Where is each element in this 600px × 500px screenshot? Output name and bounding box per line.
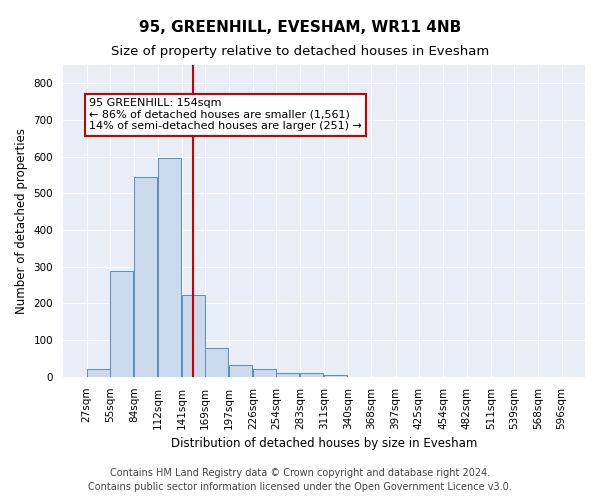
Text: Contains HM Land Registry data © Crown copyright and database right 2024.
Contai: Contains HM Land Registry data © Crown c… [88,468,512,492]
Bar [276,373,299,377]
Bar [229,364,251,377]
Bar [301,373,323,377]
Bar [182,296,205,377]
Bar [205,348,228,377]
Text: 95, GREENHILL, EVESHAM, WR11 4NB: 95, GREENHILL, EVESHAM, WR11 4NB [139,20,461,35]
Text: Size of property relative to detached houses in Evesham: Size of property relative to detached ho… [111,45,489,58]
Bar [253,368,276,377]
Bar [86,368,110,377]
Y-axis label: Number of detached properties: Number of detached properties [15,128,28,314]
Text: 95 GREENHILL: 154sqm
← 86% of detached houses are smaller (1,561)
14% of semi-de: 95 GREENHILL: 154sqm ← 86% of detached h… [89,98,362,131]
Bar [134,178,157,377]
X-axis label: Distribution of detached houses by size in Evesham: Distribution of detached houses by size … [171,437,477,450]
Bar [158,158,181,377]
Bar [110,271,133,377]
Bar [324,374,347,377]
